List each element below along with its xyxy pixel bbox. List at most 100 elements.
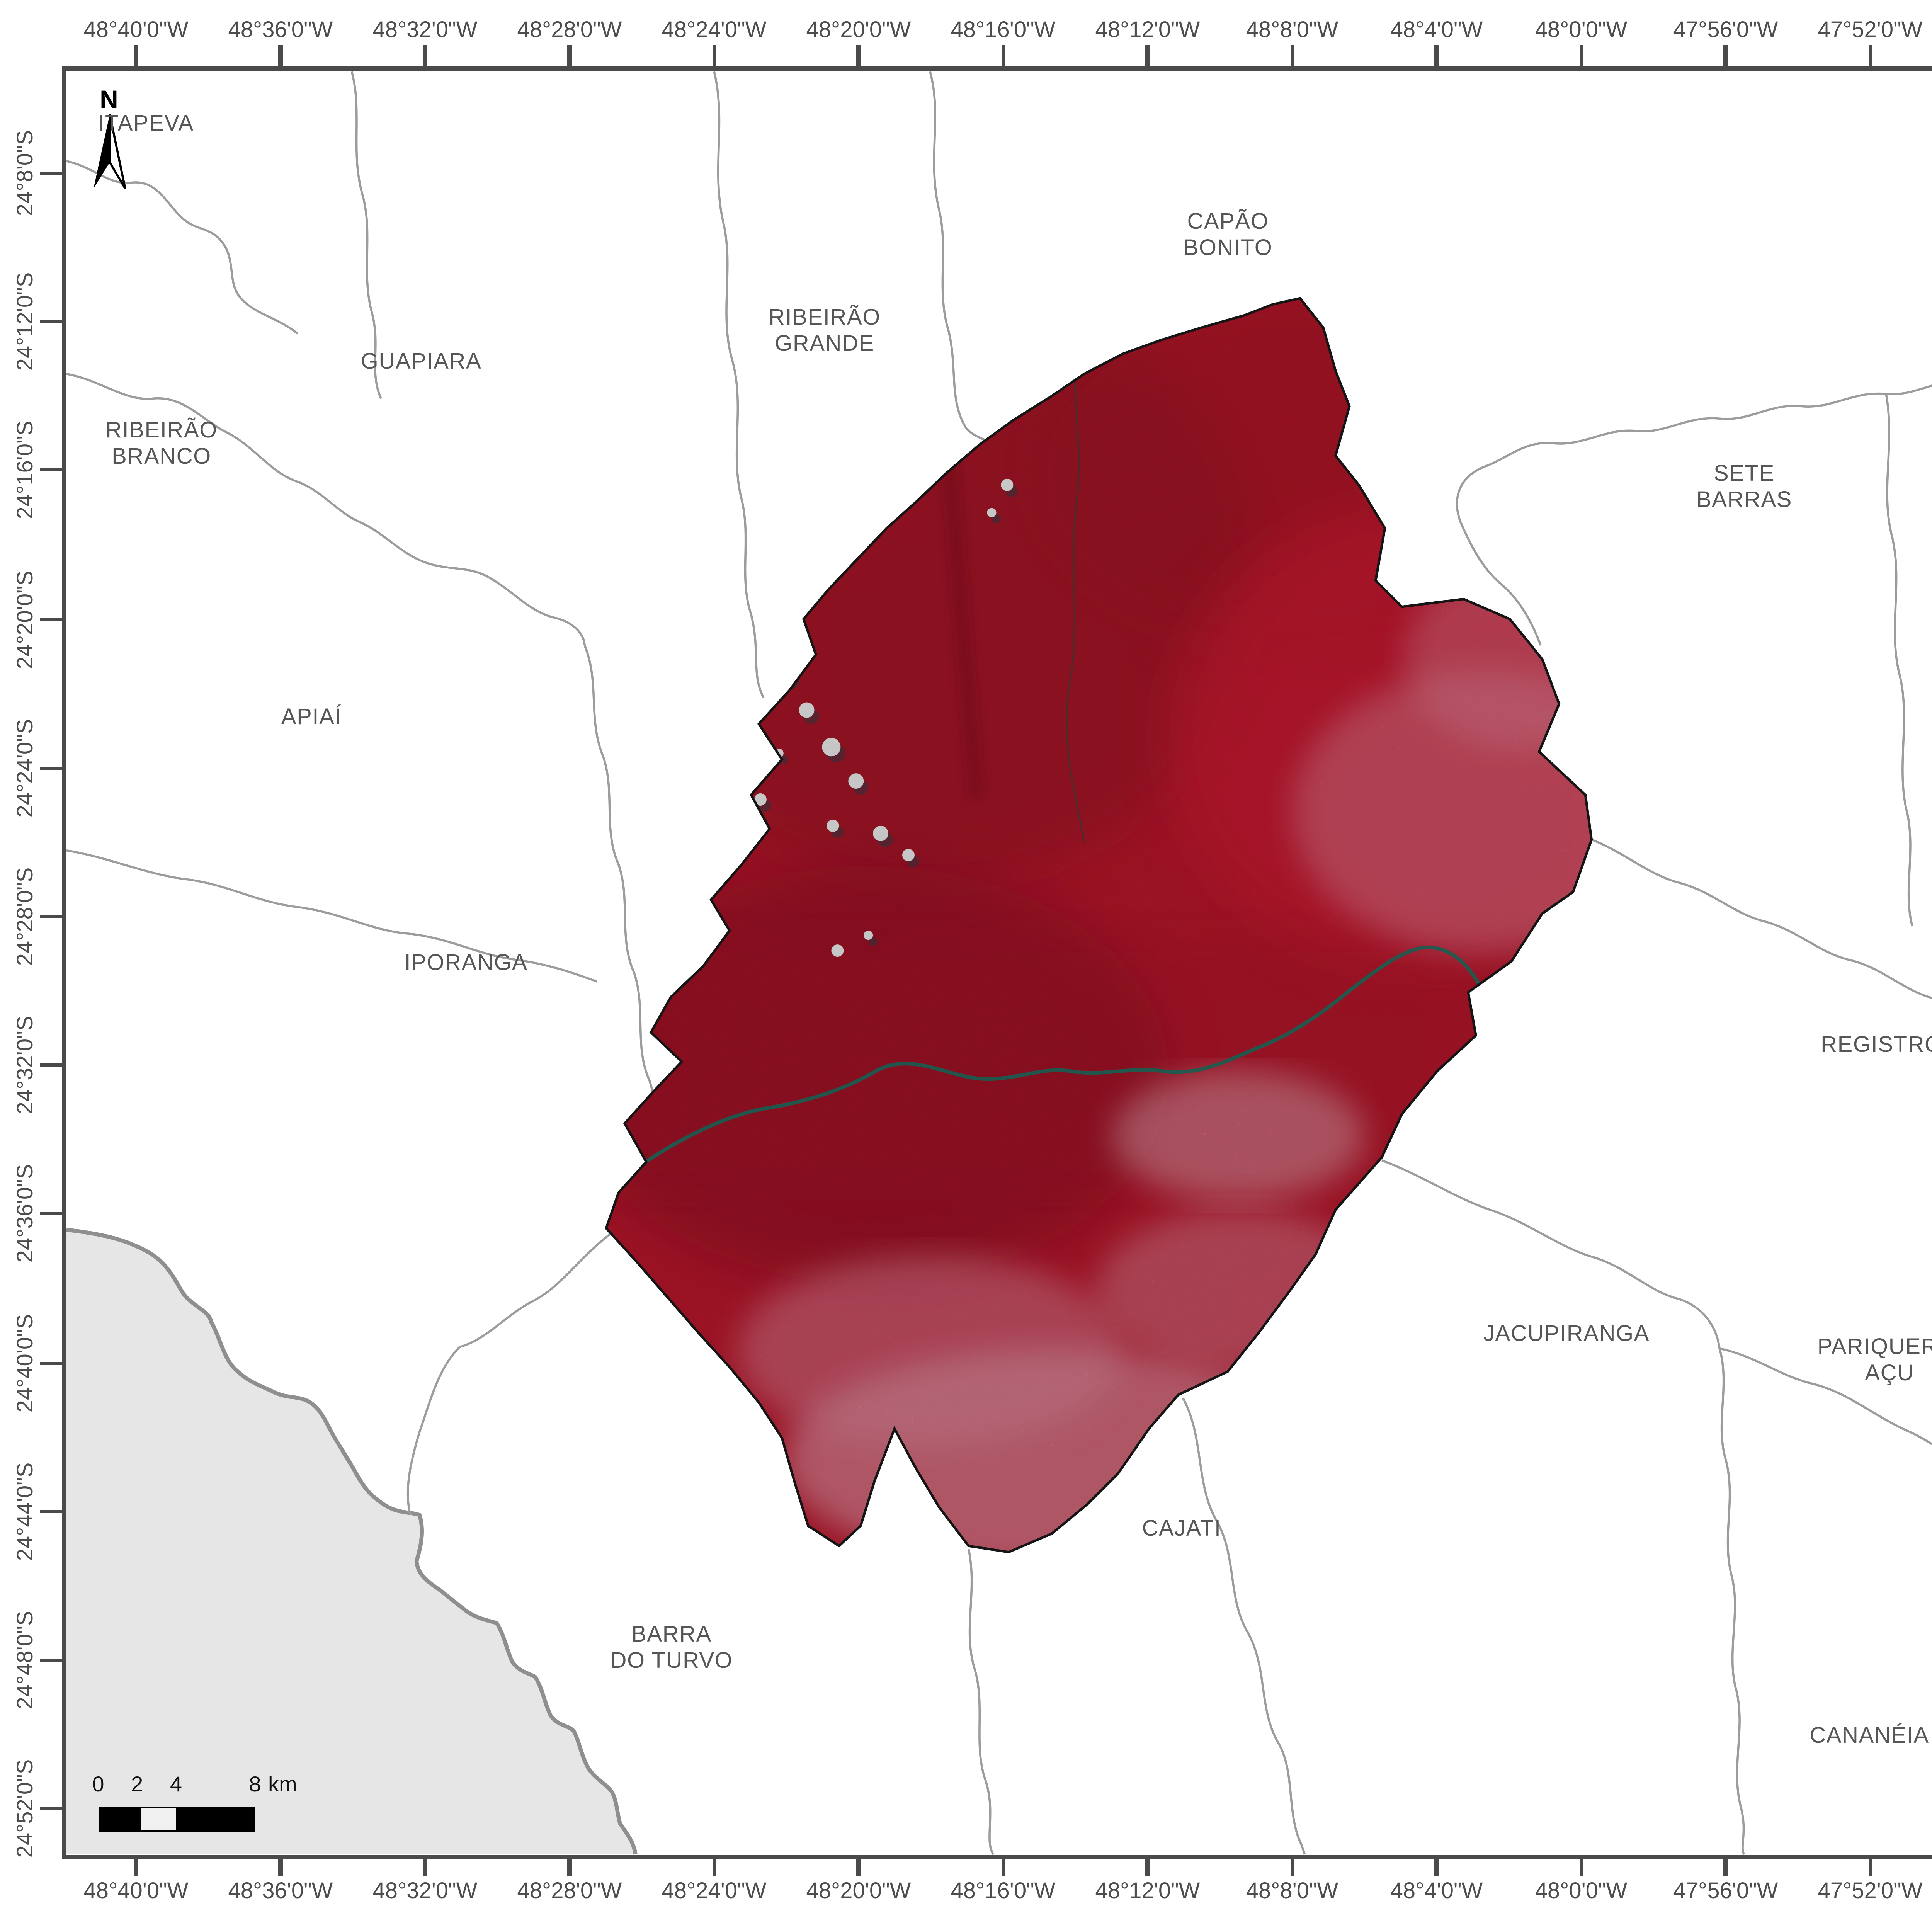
map-label: REGISTRO bbox=[1821, 1033, 1932, 1057]
lon-label-bottom: 48°20'0"W bbox=[806, 1880, 911, 1904]
lat-label-left: 24°8'0"S bbox=[14, 130, 39, 216]
lon-label-top: 48°36'0"W bbox=[228, 19, 333, 43]
lon-tick-bottom bbox=[857, 1855, 861, 1876]
lon-tick-bottom bbox=[1146, 1855, 1150, 1876]
lon-label-bottom: 48°28'0"W bbox=[517, 1880, 622, 1904]
lon-label-top: 47°52'0"W bbox=[1818, 19, 1923, 43]
scalebar-tick-2: 2 bbox=[131, 1771, 143, 1795]
lat-label-left: 24°28'0"S bbox=[14, 867, 39, 966]
lat-tick-left bbox=[40, 1212, 62, 1216]
lat-label-left: 24°16'0"S bbox=[14, 421, 39, 520]
lat-tick-left bbox=[40, 1658, 62, 1662]
lat-tick-left bbox=[40, 915, 62, 919]
map-label: RIBEIRÃO GRANDE bbox=[769, 305, 881, 356]
lat-tick-left bbox=[40, 320, 62, 324]
lon-label-top: 48°28'0"W bbox=[517, 19, 622, 43]
lon-tick-top bbox=[279, 45, 282, 66]
lon-label-top: 48°32'0"W bbox=[372, 19, 478, 43]
north-arrow-icon bbox=[93, 113, 126, 189]
lat-label-left: 24°24'0"S bbox=[14, 718, 39, 817]
lat-label-left: 24°48'0"S bbox=[14, 1611, 39, 1710]
map-label: RIBEIRÃO BRANCO bbox=[105, 418, 218, 469]
map-label: BARRA DO TURVO bbox=[610, 1622, 733, 1673]
scalebar-unit: km bbox=[268, 1771, 297, 1795]
lat-label-left: 24°12'0"S bbox=[14, 272, 39, 371]
lon-label-bottom: 48°24'0"W bbox=[662, 1880, 767, 1904]
scalebar-white-segment bbox=[138, 1808, 178, 1829]
lon-label-bottom: 48°0'0"W bbox=[1535, 1880, 1628, 1904]
map-label: CANANÉIA bbox=[1810, 1723, 1929, 1748]
lon-tick-bottom bbox=[134, 1855, 138, 1876]
map-label: PARIQUERA-AÇU bbox=[1817, 1335, 1932, 1386]
lon-label-top: 48°8'0"W bbox=[1246, 19, 1338, 43]
lat-label-left: 24°44'0"S bbox=[14, 1462, 39, 1561]
north-label: N bbox=[100, 86, 118, 114]
map-label: CAPÃO BONITO bbox=[1183, 209, 1273, 260]
lat-tick-left bbox=[40, 1063, 62, 1067]
lat-label-left: 24°32'0"S bbox=[14, 1016, 39, 1115]
lon-label-bottom: 48°36'0"W bbox=[228, 1880, 333, 1904]
lat-tick-left bbox=[40, 469, 62, 472]
state-parana-fill bbox=[66, 1229, 635, 1854]
lat-tick-left bbox=[40, 1509, 62, 1513]
map-labels-layer: ITAPEVA GUAPIARA RIBEIRÃO BRANCO RIBEIRÃO G… bbox=[66, 70, 1932, 1854]
lon-label-bottom: 48°32'0"W bbox=[372, 1880, 478, 1904]
lat-tick-left bbox=[40, 1807, 62, 1811]
municipal-boundaries bbox=[66, 70, 1932, 1854]
lat-tick-left bbox=[40, 1361, 62, 1364]
lon-tick-bottom bbox=[1724, 1855, 1728, 1876]
lat-label-left: 24°40'0"S bbox=[14, 1313, 39, 1412]
lon-tick-bottom bbox=[712, 1855, 716, 1876]
lon-label-bottom: 47°52'0"W bbox=[1818, 1880, 1923, 1904]
lat-label-left: 24°20'0"S bbox=[14, 570, 39, 669]
lon-tick-top bbox=[712, 45, 716, 66]
lon-label-bottom: 48°16'0"W bbox=[951, 1880, 1056, 1904]
lon-tick-bottom bbox=[1435, 1855, 1439, 1876]
lon-tick-top bbox=[1579, 45, 1583, 66]
lon-label-top: 48°40'0"W bbox=[83, 19, 189, 43]
map-frame: 0 2 4 8 km N ITAPEVA GUAPIARA RIBEIRÃO BRA… bbox=[61, 66, 1932, 1859]
lon-tick-top bbox=[1868, 45, 1872, 66]
lon-label-bottom: 48°4'0"W bbox=[1390, 1880, 1483, 1904]
lat-tick-left bbox=[40, 171, 62, 175]
lon-label-bottom: 48°40'0"W bbox=[83, 1880, 189, 1904]
lon-tick-bottom bbox=[423, 1855, 427, 1876]
map-canvas bbox=[66, 70, 1932, 1854]
scalebar-tick-0: 0 bbox=[92, 1771, 104, 1795]
state-border-line bbox=[66, 1227, 637, 1854]
lon-tick-top bbox=[1001, 45, 1005, 66]
lon-label-top: 48°12'0"W bbox=[1095, 19, 1200, 43]
lon-tick-top bbox=[1290, 45, 1294, 66]
lon-label-top: 48°0'0"W bbox=[1535, 19, 1628, 43]
lon-tick-bottom bbox=[1001, 1855, 1005, 1876]
lon-tick-bottom bbox=[1868, 1855, 1872, 1876]
scalebar-tick-8: 8 bbox=[249, 1771, 261, 1795]
lat-label-left: 24°36'0"S bbox=[14, 1165, 39, 1263]
map-label: CAJATI bbox=[1142, 1516, 1221, 1541]
lon-label-bottom: 48°8'0"W bbox=[1246, 1880, 1338, 1904]
map-label: SETE BARRAS bbox=[1696, 461, 1793, 512]
lon-tick-top bbox=[1435, 45, 1439, 66]
lat-tick-left bbox=[40, 766, 62, 770]
lon-tick-top bbox=[134, 45, 138, 66]
map-label: IPORANGA bbox=[404, 951, 528, 975]
map-label: APIAÍ bbox=[281, 705, 342, 730]
scalebar-bar bbox=[98, 1806, 255, 1831]
lon-tick-top bbox=[857, 45, 861, 66]
lon-tick-top bbox=[1146, 45, 1150, 66]
north-arrow: N bbox=[84, 86, 140, 206]
map-label: GUAPIARA bbox=[361, 349, 482, 374]
lon-tick-top bbox=[423, 45, 427, 66]
lat-tick-left bbox=[40, 618, 62, 621]
lat-label-left: 24°52'0"S bbox=[14, 1759, 39, 1858]
lon-tick-bottom bbox=[568, 1855, 571, 1876]
lon-label-top: 48°20'0"W bbox=[806, 19, 911, 43]
lon-label-bottom: 48°12'0"W bbox=[1095, 1880, 1200, 1904]
lon-label-top: 48°24'0"W bbox=[662, 19, 767, 43]
lon-label-top: 48°4'0"W bbox=[1390, 19, 1483, 43]
lon-tick-bottom bbox=[1579, 1855, 1583, 1876]
scalebar-tick-4: 4 bbox=[170, 1771, 182, 1795]
lon-tick-top bbox=[1724, 45, 1728, 66]
lon-tick-bottom bbox=[1290, 1855, 1294, 1876]
